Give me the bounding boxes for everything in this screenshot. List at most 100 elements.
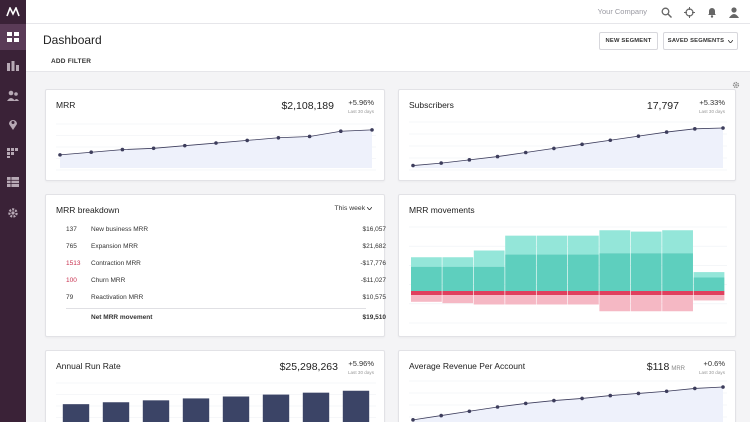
location-icon[interactable] [0,111,26,137]
data-point [721,126,725,130]
add-filter-button[interactable]: ADD FILTER [51,58,92,65]
data-point [370,128,374,132]
cohorts-icon[interactable] [0,140,26,166]
movement-bar [536,254,568,291]
row-value: $10,575 [362,294,387,301]
movement-bar [442,266,474,291]
target-icon[interactable] [682,5,696,19]
breakdown-total-row[interactable]: Net MRR movement $19,510 [64,312,386,326]
divider [66,308,366,309]
row-value: $21,682 [362,243,387,250]
subscribers-title: Subscribers [409,100,454,110]
breakdown-row[interactable]: 100 Churn MRR -$11,027 [64,275,386,289]
data-point [58,153,62,157]
dashboard-settings-icon[interactable] [732,76,740,94]
page-header: Dashboard ADD FILTER NEW SEGMENT SAVED S… [26,24,750,72]
mrr-breakdown-card[interactable]: MRR breakdown This week 137 New business… [45,194,386,337]
data-point [214,141,218,145]
row-value: -$17,776 [360,260,386,267]
table-icon[interactable] [0,169,26,195]
sidebar [0,0,26,422]
arr-title: Annual Run Rate [56,361,121,371]
arr-card[interactable]: Annual Run Rate $25,298,263 +5.96% Last … [45,350,385,422]
arpa-title: Average Revenue Per Account [409,361,526,371]
logo-icon[interactable] [0,0,26,24]
movement-bar [536,235,568,255]
arr-bar [102,402,130,422]
row-count: 100 [66,277,77,284]
data-point [120,147,125,152]
breakdown-row[interactable]: 79 Reactivation MRR $10,575 [64,292,386,306]
reports-icon[interactable] [0,53,26,79]
data-point [523,150,528,155]
mrr-movements-card[interactable]: MRR movements [398,194,736,337]
mrr-change: +5.96% [348,98,374,107]
data-point [580,142,584,147]
movement-bar [599,230,631,254]
movement-bar [568,254,599,291]
row-count: 79 [66,294,74,301]
movement-bar [442,295,474,304]
breakdown-row[interactable]: 137 New business MRR $16,057 [64,224,386,238]
movement-bar [568,291,599,296]
data-point [439,161,443,165]
movement-bar [505,291,536,296]
data-point [439,413,443,418]
movement-bar [505,295,536,305]
mrr-card[interactable]: MRR $2,108,189 +5.96% Last 30 days [45,89,385,181]
breakdown-row[interactable]: 1513 Contraction MRR -$17,776 [64,258,386,272]
arpa-period: Last 30 days [698,370,725,375]
breakdown-row[interactable]: 765 Expansion MRR $21,682 [64,241,386,255]
area-fill [413,128,723,168]
movement-bar [662,291,693,296]
page-title: Dashboard [43,33,102,47]
subscribers-card[interactable]: Subscribers 17,797 +5.33% Last 30 days [398,89,736,181]
arr-bar [182,398,210,422]
bell-icon[interactable] [705,5,719,19]
data-point [664,130,669,134]
movements-title: MRR movements [409,205,475,215]
movement-bar [536,291,568,296]
movement-bar [693,291,725,296]
area-fill [60,129,372,168]
saved-segments-label: SAVED SEGMENTS [667,38,725,44]
row-count: 137 [66,226,77,233]
movement-bar [505,235,536,255]
period-select-label: This week [334,205,366,212]
settings-icon[interactable] [0,200,26,226]
movement-bar [568,235,599,255]
row-label: Expansion MRR [91,243,138,250]
data-point [693,386,697,391]
movement-bar [505,254,536,291]
data-point [664,389,669,394]
movement-bar [473,250,505,267]
data-point [339,129,343,134]
row-label: Reactivation MRR [91,294,144,301]
company-name[interactable]: Your Company [597,7,647,16]
arr-bar [62,404,90,422]
data-point [580,396,584,401]
movement-bar [630,295,662,312]
data-point [693,127,697,131]
user-icon[interactable] [727,5,741,19]
subscribers-line-chart [409,121,727,171]
movement-bar [442,291,474,296]
dashboard-icon[interactable] [0,24,26,50]
saved-segments-button[interactable]: SAVED SEGMENTS [663,32,738,50]
data-point [245,138,249,143]
period-select[interactable]: This week [335,205,373,212]
total-label: Net MRR movement [91,314,153,321]
movement-bar [630,253,662,291]
data-point [721,385,725,389]
row-value: -$11,027 [360,277,386,284]
movement-bar [693,295,725,301]
movement-bar [536,295,568,305]
customers-icon[interactable] [0,82,26,108]
mrr-title: MRR [56,100,76,110]
data-point [411,418,415,422]
arr-bar-chart [56,382,376,422]
search-icon[interactable] [659,5,673,19]
new-segment-button[interactable]: NEW SEGMENT [599,32,658,50]
row-value: $16,057 [362,226,387,233]
arpa-card[interactable]: Average Revenue Per Account $118 MRR +0.6… [398,350,736,422]
